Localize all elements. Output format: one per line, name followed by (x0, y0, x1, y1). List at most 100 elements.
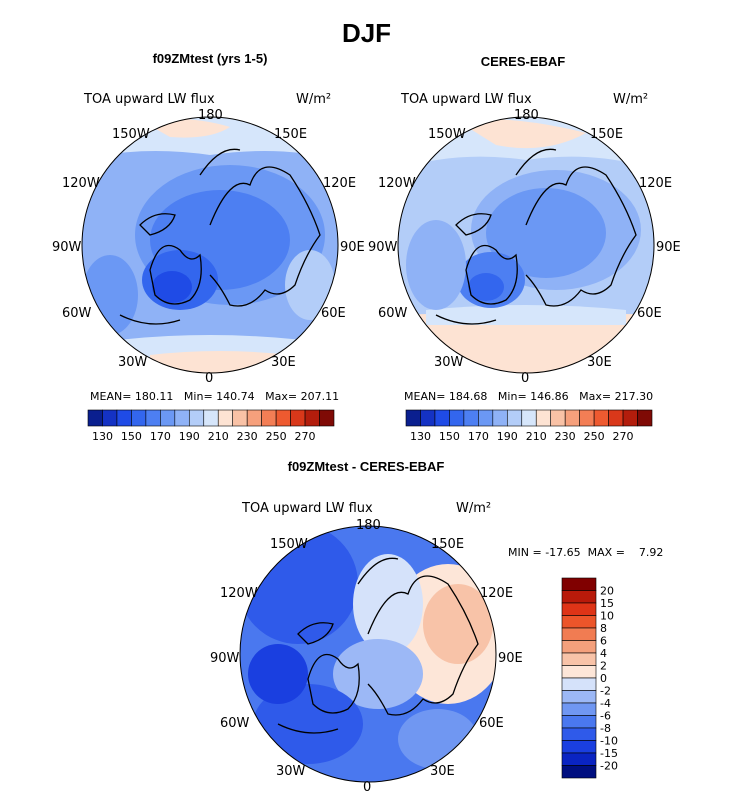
colorbar-box (579, 409, 595, 427)
lon-label-30e: 30E (430, 764, 455, 779)
colorbar-tick-label: 250 (266, 430, 287, 443)
colorbar-box (561, 702, 597, 716)
colorbar-tick-label: 150 (439, 430, 460, 443)
colorbar-tick-label: 250 (584, 430, 605, 443)
colorbar-box (102, 409, 118, 427)
colorbar-box (561, 652, 597, 666)
variable-label-diff: TOA upward LW flux (242, 501, 373, 516)
lon-label-30e: 30E (271, 355, 296, 370)
lon-label-120w: 120W (378, 176, 416, 191)
colorbar-box (304, 409, 320, 427)
colorbar-box (561, 715, 597, 729)
colorbar-tick-label: 6 (600, 635, 607, 648)
colorbar-tick-label: 8 (600, 622, 607, 635)
colorbar-box (561, 640, 597, 654)
colorbar-tick-label: 270 (295, 430, 316, 443)
colorbar-box (521, 409, 537, 427)
lon-label-120w: 120W (62, 176, 100, 191)
colorbar-abs-obs: 130 150 170 190 210 230 250 270 (405, 409, 653, 443)
lon-label-90w: 90W (210, 651, 240, 666)
polar-map-diff (239, 525, 497, 783)
colorbar-box (561, 615, 597, 629)
colorbar-box (561, 577, 597, 591)
variable-label-obs: TOA upward LW flux (401, 92, 532, 107)
colorbar-box (608, 409, 624, 427)
stat-mean-value: 184.68 (448, 390, 488, 403)
colorbar-box (463, 409, 479, 427)
stat-max-label: Max= (265, 390, 298, 403)
stat-max-value: 217.30 (614, 390, 654, 403)
colorbar-tick-label: -6 (600, 710, 611, 723)
colorbar-box (535, 409, 552, 427)
colorbar-tick-label: 170 (468, 430, 489, 443)
lon-label-0: 0 (363, 780, 372, 795)
lon-label-30w: 30W (276, 764, 306, 779)
colorbar-tick-label: 190 (179, 430, 200, 443)
variable-label-model: TOA upward LW flux (84, 92, 215, 107)
lon-label-150e: 150E (431, 537, 465, 552)
stat-mean-value: 180.11 (134, 390, 174, 403)
stat-min-label: Min= (497, 390, 527, 403)
lon-label-180: 180 (356, 518, 381, 533)
units-label-obs: W/m² (613, 92, 649, 107)
colorbar-box (561, 602, 597, 616)
colorbar-box (492, 409, 508, 427)
units-label-diff: W/m² (456, 501, 492, 516)
panel-title-model: f09ZMtest (yrs 1-5) (152, 51, 268, 66)
colorbar-box (622, 409, 638, 427)
colorbar-box (405, 409, 421, 427)
colorbar-box (275, 409, 291, 427)
colorbar-box (478, 409, 494, 427)
colorbar-box (145, 409, 161, 427)
lon-label-30w: 30W (118, 355, 148, 370)
colorbar-box (188, 409, 205, 427)
stat-max-value: 7.92 (638, 546, 664, 559)
colorbar-box (261, 409, 277, 427)
colorbar-box (246, 409, 262, 427)
lon-label-90e: 90E (498, 651, 523, 666)
colorbar-tick-label: 210 (208, 430, 229, 443)
colorbar-tick-label: 15 (600, 597, 614, 610)
lon-label-60w: 60W (220, 716, 250, 731)
colorbar-box (174, 409, 190, 427)
stats-obs: MEAN= 184.68 Min= 146.86 Max= 217.30 (404, 390, 653, 403)
lon-label-90w: 90W (368, 240, 398, 255)
stat-min-label: MIN = (508, 546, 542, 559)
lon-label-120w: 120W (220, 586, 258, 601)
lon-label-150w: 150W (112, 127, 150, 142)
panel-title-obs: CERES-EBAF (480, 54, 566, 69)
colorbar-box (550, 409, 566, 427)
colorbar-box (434, 409, 450, 427)
colorbar-box (561, 690, 597, 704)
lon-label-60e: 60E (479, 716, 504, 731)
colorbar-box (561, 752, 597, 766)
colorbar-box (232, 409, 248, 427)
units-label-model: W/m² (296, 92, 332, 107)
panel-title-diff: f09ZMtest - CERES-EBAF (287, 459, 445, 474)
lon-label-0: 0 (205, 371, 214, 386)
polar-map-model (81, 116, 339, 374)
lon-label-30e: 30E (587, 355, 612, 370)
colorbar-tick-label: -20 (600, 760, 618, 773)
colorbar-box (290, 409, 306, 427)
lon-label-150e: 150E (590, 127, 624, 142)
colorbar-tick-label: 130 (92, 430, 113, 443)
colorbar-tick-label: 20 (600, 585, 614, 598)
colorbar-tick-label: 190 (497, 430, 518, 443)
colorbar-tick-label: 170 (150, 430, 171, 443)
lon-label-90w: 90W (52, 240, 82, 255)
lon-label-120e: 120E (480, 586, 514, 601)
colorbar-tick-label: -2 (600, 685, 611, 698)
stat-max-label: Max= (579, 390, 612, 403)
colorbar-tick-label: 270 (613, 430, 634, 443)
lon-label-150w: 150W (270, 537, 308, 552)
stat-min-value: 140.74 (216, 390, 255, 403)
stat-max-value: 207.11 (300, 390, 340, 403)
colorbar-box (564, 409, 580, 427)
lon-label-30w: 30W (434, 355, 464, 370)
colorbar-box (217, 409, 234, 427)
lon-label-60w: 60W (378, 306, 408, 321)
lon-label-120e: 120E (639, 176, 673, 191)
colorbar-tick-label: 10 (600, 610, 614, 623)
